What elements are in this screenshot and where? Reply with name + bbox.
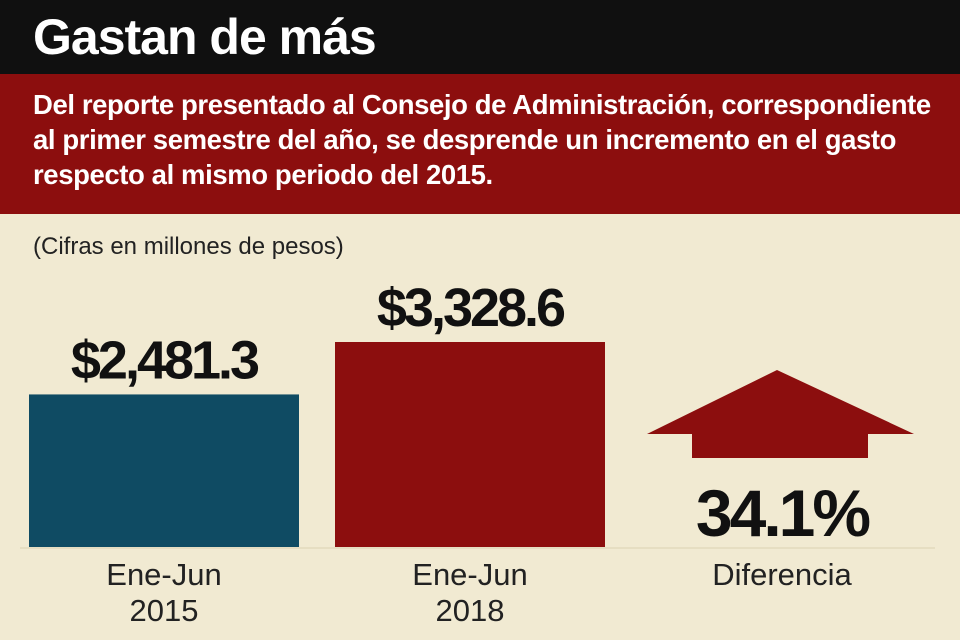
difference-value-label: 34.1% bbox=[696, 476, 869, 550]
category-label-2015-line2: 2015 bbox=[129, 593, 199, 628]
bars-layer bbox=[29, 342, 605, 548]
category-label-2015: Ene-Jun 2015 bbox=[29, 557, 299, 629]
category-label-2015-line1: Ene-Jun bbox=[106, 557, 222, 592]
units-note: (Cifras en millones de pesos) bbox=[33, 233, 344, 260]
bar-2018 bbox=[335, 342, 605, 548]
category-label-2018-line2: 2018 bbox=[435, 593, 505, 628]
title-bar: Gastan de más bbox=[0, 0, 960, 74]
page-subtitle: Del reporte presentado al Consejo de Adm… bbox=[33, 89, 931, 190]
bar-value-label-2018: $3,328.6 bbox=[377, 278, 565, 338]
category-label-2018: Ene-Jun 2018 bbox=[335, 557, 605, 629]
up-arrow-icon bbox=[647, 370, 914, 458]
category-label-2018-line1: Ene-Jun bbox=[412, 557, 528, 592]
subtitle-bar: Del reporte presentado al Consejo de Adm… bbox=[0, 74, 960, 214]
category-label-difference: Diferencia bbox=[712, 557, 852, 592]
page-title: Gastan de más bbox=[33, 9, 377, 65]
bar-value-label-2015: $2,481.3 bbox=[71, 330, 259, 390]
bar-2015 bbox=[29, 394, 299, 548]
